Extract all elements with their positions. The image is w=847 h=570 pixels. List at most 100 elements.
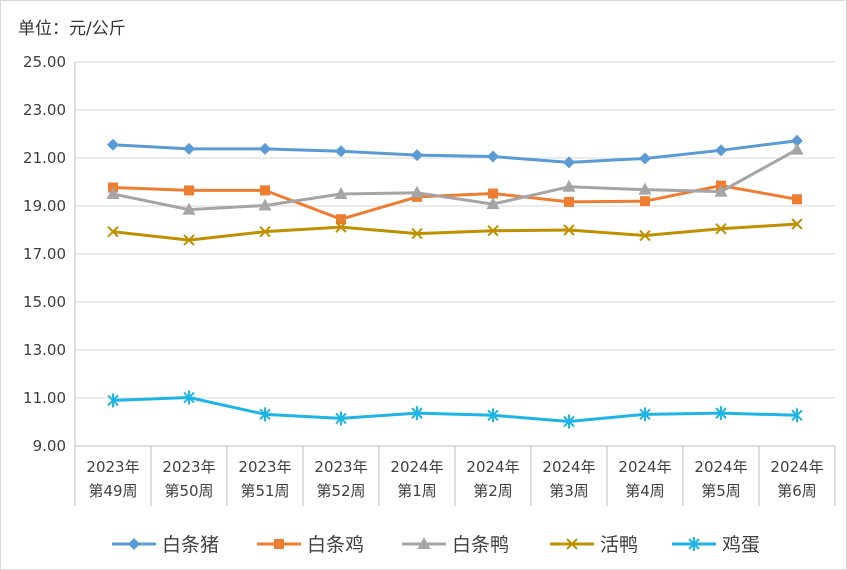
marker-stroke bbox=[563, 224, 575, 236]
y-tick-label: 9.00 bbox=[33, 437, 66, 455]
data-point bbox=[639, 229, 651, 242]
marker-stroke bbox=[791, 218, 803, 230]
x-tick-label-week: 第49周 bbox=[88, 482, 137, 500]
y-tick-label: 13.00 bbox=[23, 341, 66, 359]
y-tick-label: 17.00 bbox=[23, 245, 66, 263]
series-3 bbox=[107, 218, 803, 246]
data-point bbox=[411, 227, 423, 240]
marker-stroke bbox=[259, 225, 271, 238]
legend-item-2: 白条鸭 bbox=[402, 534, 509, 556]
series-2 bbox=[106, 142, 804, 215]
legend-label: 鸡蛋 bbox=[722, 534, 760, 556]
legend-marker bbox=[417, 537, 431, 549]
legend-item-1: 白条鸡 bbox=[257, 534, 364, 556]
data-point bbox=[487, 408, 499, 423]
x-tick-label-week: 第5周 bbox=[701, 482, 741, 500]
legend-marker bbox=[274, 539, 284, 549]
data-point bbox=[640, 196, 650, 207]
legend-item-3: 活鸭 bbox=[550, 534, 638, 556]
data-point bbox=[410, 185, 424, 198]
marker-stroke bbox=[335, 221, 347, 233]
data-point bbox=[335, 145, 347, 158]
legend-label: 白条鸭 bbox=[452, 534, 509, 556]
data-point bbox=[488, 188, 498, 199]
marker-stroke bbox=[639, 229, 651, 242]
data-point bbox=[107, 138, 119, 151]
x-tick-label-week: 第6周 bbox=[777, 482, 817, 500]
marker-stroke bbox=[566, 538, 578, 550]
data-point bbox=[563, 156, 575, 169]
data-point bbox=[183, 234, 195, 246]
legend-item-0: 白条猪 bbox=[112, 534, 219, 556]
series-line bbox=[112, 222, 798, 242]
data-point bbox=[258, 198, 272, 211]
data-point bbox=[259, 407, 271, 422]
x-tick-label-year: 2023年 bbox=[238, 458, 291, 476]
x-tick-label-week: 第4周 bbox=[625, 482, 665, 500]
x-tick-label-year: 2024年 bbox=[390, 458, 443, 476]
series-line bbox=[112, 396, 798, 424]
y-tick-label: 11.00 bbox=[23, 389, 66, 407]
data-point bbox=[562, 179, 576, 192]
y-tick-label: 25.00 bbox=[23, 53, 66, 71]
x-tick-label-week: 第3周 bbox=[549, 482, 589, 500]
data-point bbox=[487, 225, 499, 237]
legend-marker bbox=[566, 538, 578, 550]
x-tick-label-year: 2024年 bbox=[466, 458, 519, 476]
legend-marker bbox=[688, 537, 700, 551]
data-point bbox=[183, 142, 195, 155]
gridlines bbox=[75, 61, 835, 447]
data-point bbox=[334, 187, 348, 199]
data-point bbox=[639, 152, 651, 165]
data-point bbox=[183, 390, 195, 405]
marker-stroke bbox=[183, 234, 195, 246]
x-tick-label-year: 2024年 bbox=[542, 458, 595, 476]
data-point bbox=[259, 225, 271, 238]
series-0 bbox=[107, 134, 803, 169]
data-point bbox=[107, 225, 119, 238]
data-point bbox=[336, 214, 346, 225]
legend: 白条猪 白条鸡 白条鸭 活鸭 鸡蛋 bbox=[112, 534, 760, 556]
data-point bbox=[411, 149, 423, 162]
legend-label: 白条猪 bbox=[162, 534, 219, 556]
data-point bbox=[260, 185, 270, 196]
marker-stroke bbox=[411, 227, 423, 240]
y-tick-label: 15.00 bbox=[23, 293, 66, 311]
data-point bbox=[715, 406, 727, 421]
y-tick-label: 19.00 bbox=[23, 197, 66, 215]
legend-label: 活鸭 bbox=[600, 534, 638, 556]
data-point bbox=[790, 142, 804, 155]
x-tick-label-week: 第1周 bbox=[397, 482, 437, 500]
data-point bbox=[792, 194, 802, 205]
series-1 bbox=[108, 180, 802, 225]
x-tick-label-year: 2024年 bbox=[618, 458, 671, 476]
x-tick-label-year: 2024年 bbox=[770, 458, 823, 476]
series-line bbox=[112, 148, 798, 212]
x-tick-label-year: 2023年 bbox=[86, 458, 139, 476]
data-point bbox=[791, 134, 803, 147]
data-point bbox=[411, 406, 423, 421]
x-tick-label-year: 2023年 bbox=[162, 458, 215, 476]
data-point bbox=[486, 197, 500, 210]
x-tick-label-week: 第2周 bbox=[473, 482, 513, 500]
series-line bbox=[112, 184, 798, 221]
series-4 bbox=[107, 390, 803, 429]
x-tick-label-year: 2024年 bbox=[694, 458, 747, 476]
marker-stroke bbox=[107, 225, 119, 238]
data-point bbox=[259, 142, 271, 155]
data-point bbox=[106, 187, 120, 199]
y-tick-label: 21.00 bbox=[23, 149, 66, 167]
data-point bbox=[335, 221, 347, 233]
data-point bbox=[107, 393, 119, 408]
data-point bbox=[791, 218, 803, 230]
data-point bbox=[639, 407, 651, 422]
data-point bbox=[335, 411, 347, 426]
data-point bbox=[563, 414, 575, 429]
y-axis-tick-labels: 9.00 11.00 13.00 15.00 17.00 19.00 21.00 23.00 2… bbox=[23, 53, 66, 455]
data-point bbox=[638, 182, 652, 195]
x-tick-label-week: 第52周 bbox=[316, 482, 365, 500]
data-point bbox=[791, 408, 803, 423]
data-point bbox=[563, 224, 575, 236]
